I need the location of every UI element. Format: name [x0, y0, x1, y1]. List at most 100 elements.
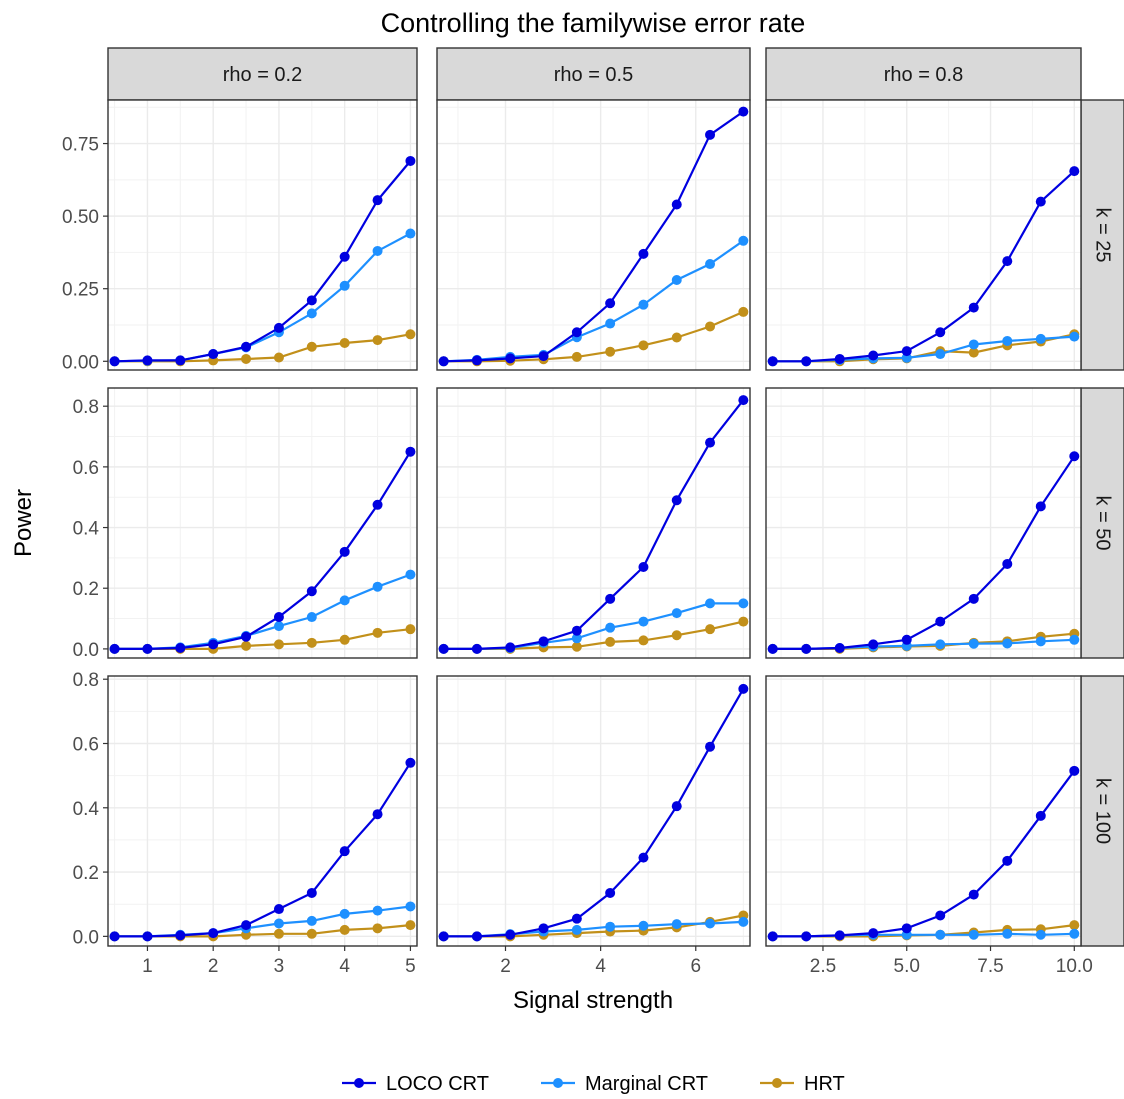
data-point [438, 643, 449, 654]
legend-item: Marginal CRT [541, 1073, 708, 1095]
panel-border [107, 675, 418, 947]
panel-background [766, 676, 1081, 946]
facet-panel [436, 387, 751, 659]
data-point [339, 908, 350, 919]
data-point [638, 852, 649, 863]
data-point [372, 809, 383, 820]
x-tick-label: 5.0 [894, 956, 920, 977]
data-point [306, 295, 317, 306]
legend-label: LOCO CRT [386, 1073, 489, 1095]
data-point [306, 928, 317, 939]
data-point [339, 924, 350, 935]
data-point [241, 353, 252, 364]
facet-panel: 0.0 0.2 0.4 0.6 0.8 1 2 3 4 5 [73, 670, 418, 977]
data-point [605, 887, 616, 898]
panel-background [766, 100, 1081, 370]
data-point [571, 351, 582, 362]
facet-label-col: rho = 0.8 [884, 64, 964, 86]
data-point [738, 235, 749, 246]
data-point [671, 919, 682, 930]
legend: LOCO CRT Marginal CRT HRT [342, 1073, 845, 1095]
y-tick-label: 0.50 [62, 207, 99, 228]
data-point [273, 612, 284, 623]
data-point [273, 904, 284, 915]
data-point [935, 929, 946, 940]
data-point [306, 612, 317, 623]
data-point [339, 546, 350, 557]
data-point [935, 910, 946, 921]
data-point [471, 931, 482, 942]
data-point [208, 928, 219, 939]
data-point [1002, 558, 1013, 569]
panel-border [107, 99, 418, 371]
y-tick-label: 0.4 [73, 519, 100, 540]
series-line [114, 762, 412, 938]
data-point [405, 569, 416, 580]
data-point [142, 643, 153, 654]
data-point [968, 339, 979, 350]
data-point [241, 640, 252, 651]
y-tick-label: 0.25 [62, 280, 99, 301]
data-point [801, 643, 812, 654]
data-point [339, 595, 350, 606]
data-point [438, 931, 449, 942]
data-point [1035, 333, 1046, 344]
data-point [605, 921, 616, 932]
facet-label-col: rho = 0.2 [223, 64, 303, 86]
x-tick-label: 1 [142, 956, 153, 977]
x-tick-label: 4 [339, 956, 350, 977]
data-point [538, 351, 549, 362]
legend-marker [553, 1078, 563, 1088]
data-point [638, 299, 649, 310]
data-point [538, 923, 549, 934]
data-point [1035, 929, 1046, 940]
data-point [273, 322, 284, 333]
data-point [109, 356, 120, 367]
data-point [372, 581, 383, 592]
data-point [901, 923, 912, 934]
data-point [372, 627, 383, 638]
y-tick-label: 0.6 [73, 458, 99, 479]
data-point [1002, 335, 1013, 346]
data-point [306, 308, 317, 319]
data-point [505, 929, 516, 940]
data-point [405, 920, 416, 931]
data-point [1035, 196, 1046, 207]
data-point [738, 683, 749, 694]
series-line [772, 170, 1076, 363]
facet-strip-col [765, 47, 1082, 101]
data-point [705, 624, 716, 635]
data-point [671, 630, 682, 641]
data-point [505, 353, 516, 364]
data-point [109, 931, 120, 942]
data-point [405, 624, 416, 635]
data-point [175, 642, 186, 653]
data-point [372, 499, 383, 510]
data-point [306, 586, 317, 597]
data-point [671, 801, 682, 812]
y-tick-label: 0.2 [73, 863, 99, 884]
panel-background [108, 676, 417, 946]
facet-label-row: k = 100 [1092, 778, 1114, 844]
data-point [705, 259, 716, 270]
data-point [968, 347, 979, 358]
legend-label: HRT [804, 1073, 845, 1095]
data-point [868, 928, 879, 939]
data-point [405, 228, 416, 239]
data-point [801, 931, 812, 942]
x-tick-label: 2.5 [810, 956, 836, 977]
data-point [405, 757, 416, 768]
data-point [705, 918, 716, 929]
x-tick-label: 7.5 [977, 956, 1003, 977]
panel-background [108, 100, 417, 370]
data-point [738, 916, 749, 927]
data-point [1002, 256, 1013, 267]
data-point [208, 349, 219, 360]
data-point [306, 341, 317, 352]
y-axis-label: Power [10, 489, 37, 557]
data-point [738, 395, 749, 406]
data-point [405, 901, 416, 912]
panels: rho = 0.2 rho = 0.5 rho = 0.8 k = 25 k = 50 k… [62, 47, 1124, 977]
data-point [705, 129, 716, 140]
y-tick-label: 0.2 [73, 579, 99, 600]
